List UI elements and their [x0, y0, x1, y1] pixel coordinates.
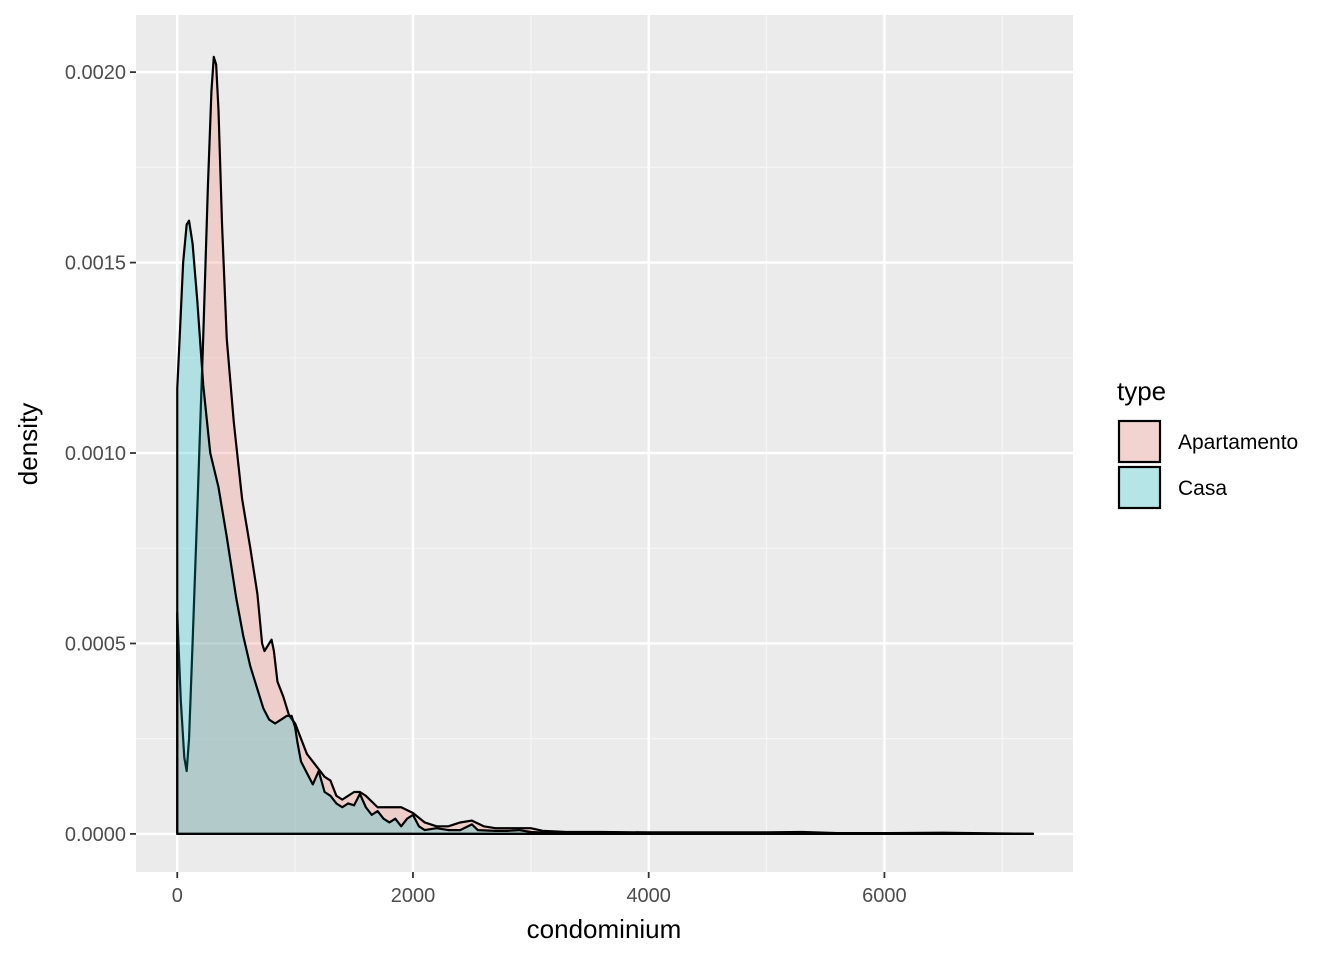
- y-tick-label: 0.0010: [65, 443, 126, 465]
- x-tick-label: 0: [172, 885, 183, 907]
- legend-title: type: [1117, 376, 1166, 406]
- legend-swatch-apartamento: [1117, 419, 1162, 464]
- legend-label-casa: Casa: [1178, 477, 1227, 500]
- legend-label-apartamento: Apartamento: [1178, 431, 1298, 454]
- density-area-apartamento: [176, 55, 1035, 836]
- y-tick-label: 0.0015: [65, 253, 126, 275]
- density-area-casa: [176, 219, 1035, 836]
- x-tick-label: 4000: [626, 885, 671, 907]
- legend-item-casa: Casa: [1117, 465, 1227, 510]
- legend: type Apartamento Casa: [1117, 376, 1298, 510]
- legend-swatch-casa: [1117, 465, 1162, 510]
- density-series: [176, 55, 1035, 836]
- x-axis-ticks: 0 2000 4000 6000: [172, 872, 907, 907]
- legend-items: Apartamento Casa: [1117, 419, 1298, 510]
- y-axis-ticks: 0.0000 0.0005 0.0010 0.0015 0.0020: [65, 62, 136, 846]
- panel-background: [136, 15, 1073, 872]
- major-gridlines: [136, 15, 1073, 872]
- y-tick-label: 0.0000: [65, 824, 126, 846]
- legend-key-bg: [1118, 420, 1161, 463]
- x-tick-label: 2000: [391, 885, 436, 907]
- x-axis-title: condominium: [527, 914, 682, 944]
- y-tick-label: 0.0020: [65, 62, 126, 84]
- minor-gridlines: [136, 15, 1073, 872]
- y-tick-label: 0.0005: [65, 633, 126, 655]
- y-axis-title: density: [13, 403, 43, 485]
- legend-item-apartamento: Apartamento: [1117, 419, 1298, 464]
- legend-key-bg: [1118, 466, 1161, 509]
- x-tick-label: 6000: [862, 885, 907, 907]
